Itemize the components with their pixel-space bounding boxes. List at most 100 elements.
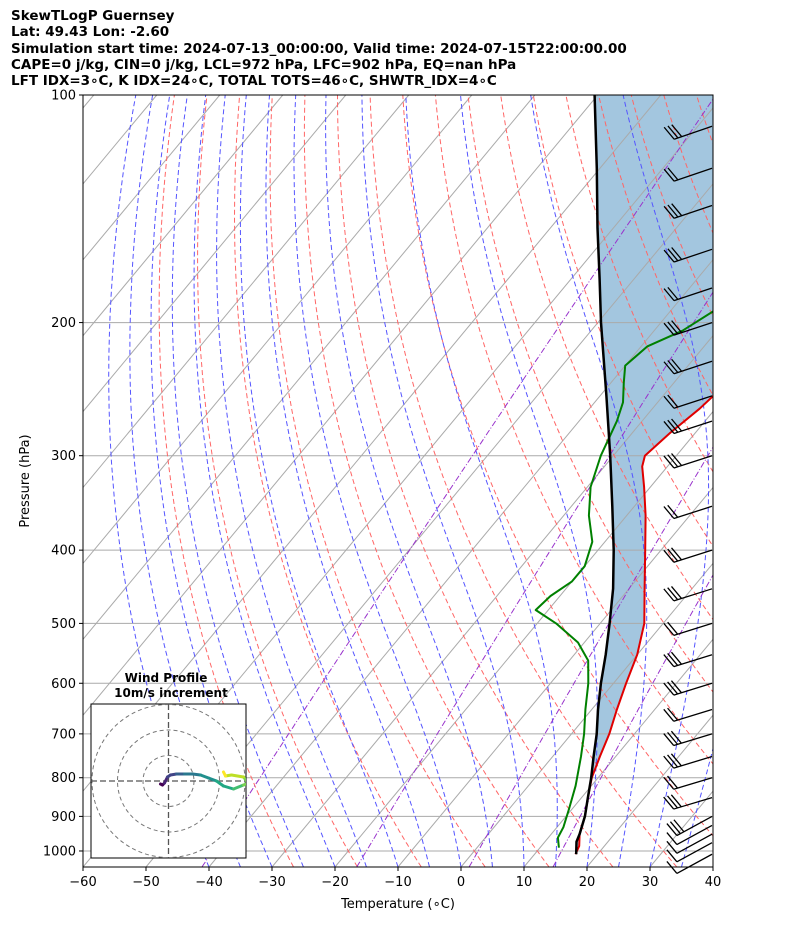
wind-barb-flag <box>667 204 679 218</box>
isotherm-line <box>83 95 284 337</box>
wind-barb-flag <box>667 731 679 745</box>
y-tick-label: 800 <box>51 771 76 786</box>
wind-barb-flag <box>667 454 679 468</box>
wind-barb-flag <box>666 840 678 854</box>
mixing-ratio-line <box>356 291 713 867</box>
x-tick-label: 10 <box>516 875 533 890</box>
wind-barb <box>673 733 713 747</box>
isotherm-line <box>334 410 713 867</box>
wind-barb <box>673 505 713 520</box>
wind-barb-flag <box>667 707 679 721</box>
wind-barb-flag <box>663 588 675 602</box>
chart-title: SkewTLogP Guernsey <box>11 8 175 24</box>
dry-adiabat-line <box>729 95 794 867</box>
moist-adiabat-line <box>265 95 430 867</box>
wind-barb-flag <box>670 651 682 665</box>
wind-barb <box>676 842 713 863</box>
x-tick-label: −30 <box>258 875 285 890</box>
wind-barb-flag <box>663 168 675 182</box>
wind-barb <box>673 755 713 769</box>
wind-barb-flag <box>667 248 679 262</box>
wind-barb-flag <box>667 125 679 139</box>
wind-barb <box>676 815 713 837</box>
moist-adiabat-line <box>239 95 399 867</box>
x-tick-label: −20 <box>321 875 348 890</box>
wind-barb-flag <box>667 548 679 562</box>
wind-barb-flag <box>670 794 682 808</box>
wind-barb <box>673 395 713 409</box>
wind-barb-flag <box>667 360 679 373</box>
mixing-ratio-line <box>552 573 713 867</box>
y-tick-label: 600 <box>51 677 76 692</box>
wind-barb <box>673 654 713 668</box>
wind-barb <box>673 248 713 263</box>
wind-barb-flag <box>666 832 678 845</box>
wind-barb-flag <box>663 126 675 140</box>
wind-barb <box>676 833 713 854</box>
wind-barb-flag <box>671 358 683 372</box>
dry-adiabat-line <box>158 95 294 867</box>
index-line: LFT IDX=3∘C, K IDX=24∘C, TOTAL TOTS=46∘C… <box>11 73 497 90</box>
hodograph-trace-segment <box>242 782 246 787</box>
moist-adiabat-line <box>216 95 367 867</box>
hodograph-trace-segment <box>232 783 245 791</box>
chart-header: SkewTLogP Guernsey Lat: 49.43 Lon: -2.60… <box>11 8 781 89</box>
wind-barb-flag <box>663 249 675 263</box>
y-tick-label: 400 <box>51 544 76 559</box>
x-tick-label: 40 <box>705 875 722 890</box>
isotherm-line <box>145 183 713 867</box>
x-tick-label: −60 <box>69 875 96 890</box>
x-tick-label: −40 <box>195 875 222 890</box>
moist-adiabat-line <box>361 95 525 867</box>
wind-barb <box>673 321 713 336</box>
wind-barb-flag <box>667 775 679 789</box>
moist-adiabat-line <box>530 95 648 867</box>
isotherm-line <box>397 486 713 867</box>
y-tick-label: 200 <box>51 316 76 331</box>
wind-barb-flag <box>667 167 679 181</box>
stability-line: CAPE=0 j/kg, CIN=0 j/kg, LCL=972 hPa, LF… <box>11 56 517 73</box>
wind-barb-flag <box>667 394 679 408</box>
wind-barb <box>673 360 713 375</box>
wind-barb-flag <box>667 504 679 518</box>
wind-barb-flag <box>663 682 675 696</box>
dry-adiabat-line <box>197 95 358 867</box>
wind-barb-flag <box>663 708 675 722</box>
wind-barb-flag <box>667 419 679 433</box>
isotherm-line <box>83 95 221 261</box>
dry-adiabat-line <box>500 95 713 621</box>
temperature-profile-line <box>574 394 713 855</box>
wind-barb-flag <box>663 322 675 336</box>
isotherm-line <box>83 95 599 716</box>
isotherm-line <box>586 714 713 867</box>
hodograph-trace-segment <box>222 784 235 791</box>
plot-area <box>83 95 794 867</box>
wind-barbs <box>663 124 713 874</box>
wind-barb <box>673 588 713 602</box>
moist-adiabat-line <box>405 95 558 867</box>
isotherm-line <box>83 95 536 641</box>
y-tick-label: 900 <box>51 810 76 825</box>
wind-barb <box>673 204 713 219</box>
isotherm-line <box>523 638 713 867</box>
wind-barb-flag <box>671 247 683 260</box>
wind-barb <box>673 455 713 469</box>
isotherm-line <box>83 95 473 565</box>
x-tick-label: 20 <box>579 875 596 890</box>
y-tick-label: 700 <box>51 727 76 742</box>
dry-adiabat-line <box>762 95 794 867</box>
wind-barb <box>676 824 713 846</box>
dry-adiabat-line <box>337 95 614 867</box>
wind-barb-flag <box>667 286 679 300</box>
wind-barb-flag <box>670 730 682 744</box>
x-tick-label: −10 <box>384 875 411 890</box>
moist-adiabat-line <box>193 95 336 867</box>
wind-barb-flag <box>671 124 683 138</box>
isotherm-line <box>460 562 713 867</box>
wind-barb-flag <box>667 754 679 768</box>
hodograph-title: Wind Profile <box>125 671 208 685</box>
dry-adiabat-line <box>303 95 550 867</box>
wind-barb-flag <box>667 321 679 335</box>
dry-adiabat-line <box>369 95 678 867</box>
